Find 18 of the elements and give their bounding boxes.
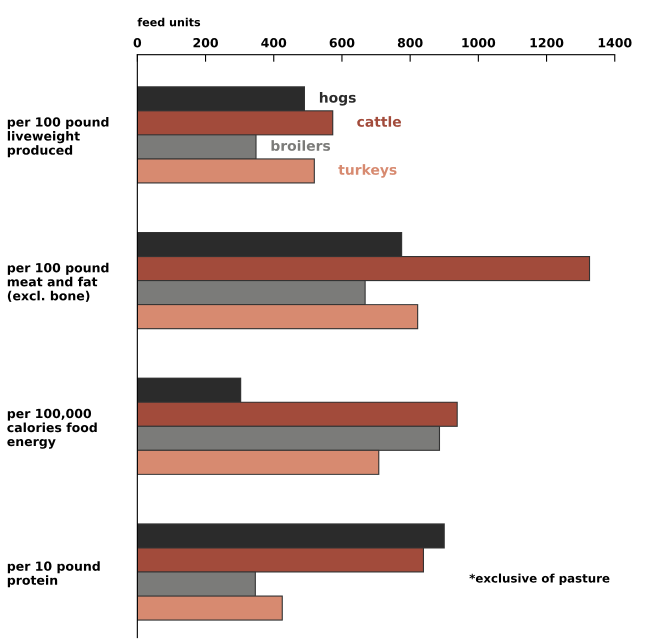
x-tick-label: 1400 xyxy=(598,38,632,48)
x-axis-title: feed units xyxy=(138,18,200,26)
series-label: cattle xyxy=(357,116,402,127)
annotation: *exclusive of pasture xyxy=(469,574,610,585)
x-tick-label: 1000 xyxy=(462,38,496,48)
series-label: turkeys xyxy=(338,164,397,178)
y-tick-label: per 100,000 calories food energy xyxy=(7,408,97,449)
x-tick-label: 600 xyxy=(330,38,354,48)
x-tick-label: 400 xyxy=(261,38,286,48)
x-tick-label: 200 xyxy=(193,38,218,48)
y-tick-label: per 100 pound liveweight produced xyxy=(8,117,108,158)
y-tick-label: per 100 pound meat and fat (excl. bone) xyxy=(8,262,108,302)
x-tick-label: 1200 xyxy=(530,38,564,48)
series-label: hogs xyxy=(320,92,356,106)
x-tick-label: 800 xyxy=(398,38,423,48)
x-tick-label: 0 xyxy=(134,38,142,48)
series-label: broilers xyxy=(272,140,330,151)
y-tick-label: per 10 pound protein xyxy=(8,561,100,588)
